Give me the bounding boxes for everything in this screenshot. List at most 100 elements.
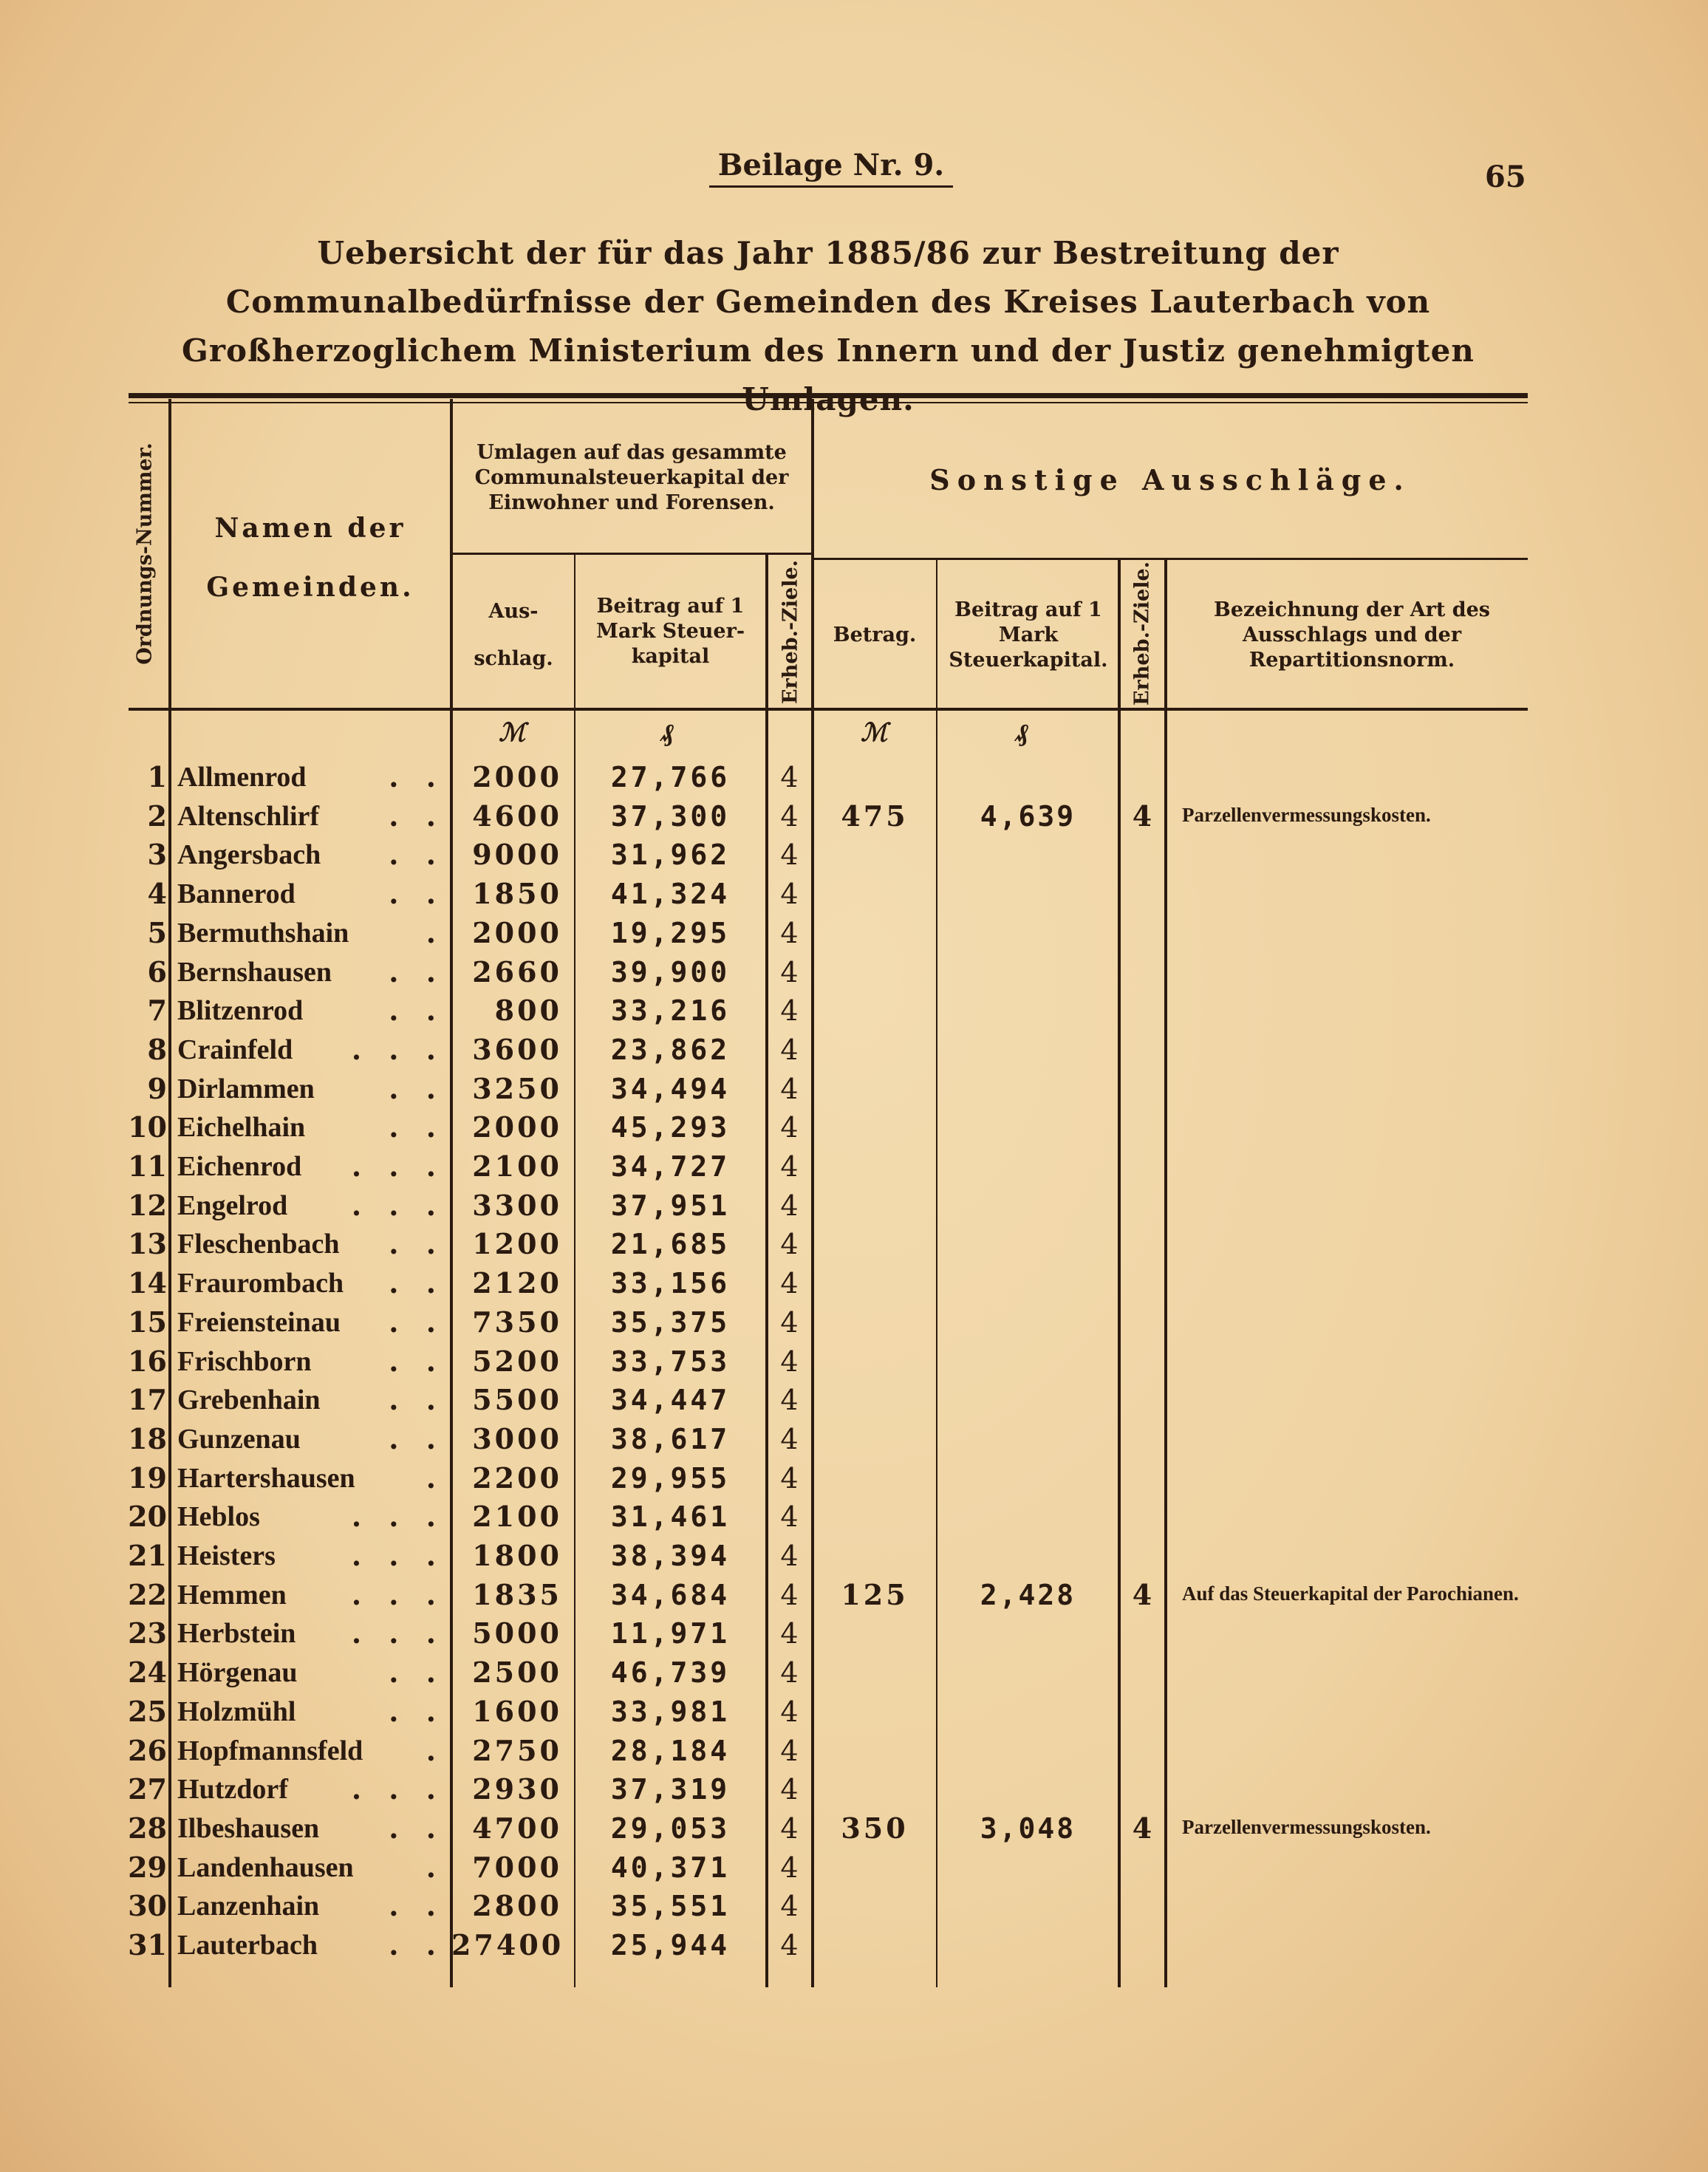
header-beitrag: Beitrag auf 1 Mark Steuer-kapital [595,595,745,668]
erheb-ziele-value: 4 [780,878,799,911]
row-number: 28 [128,1811,167,1845]
municipality-name: Dirlammen [177,1073,315,1104]
table-row: 27 Hutzdorf . . . 2930 37,319 4 [0,1770,1708,1809]
ausschlag-value: 27400 [451,1928,564,1961]
beitrag-value: 29,955 [610,1461,731,1495]
municipality-name: Hartershausen [177,1462,355,1494]
leader-dots: . . [389,1811,445,1845]
row-number: 8 [147,1032,167,1066]
table-row: 2 Altenschlirf . . 4600 37,300 4 475 4,639 4 Parz… [0,797,1708,836]
ausschlag-value: 1600 [472,1694,562,1728]
name-cell: Dirlammen . . [177,1070,445,1108]
ausschlag-value: 5500 [472,1383,562,1417]
beitrag-value: 37,319 [610,1773,731,1806]
ausschlag-value: 1835 [472,1577,562,1611]
name-cell: Lauterbach . . [177,1926,445,1964]
row-number: 10 [128,1110,167,1144]
municipality-name: Holzmühl [177,1695,296,1727]
name-cell: Eichelhain . . [177,1108,445,1147]
beitrag-value: 37,300 [610,799,731,833]
name-cell: Bannerod . . [177,875,445,913]
municipality-name: Blitzenrod [177,995,304,1027]
erheb-ziele-value: 4 [780,1695,799,1728]
table-row: 26 Hopfmannsfeld. 2750 28,184 4 [0,1732,1708,1770]
header-betrag: Betrag. [833,624,917,646]
leader-dots: . . [389,1305,445,1339]
unit-mark: ℳ [499,718,526,748]
name-cell: Fraurombach . . [177,1264,445,1302]
ausschlag-value: 5000 [472,1616,562,1650]
document-title: Uebersicht der für das Jahr 1885/86 zur … [182,235,1475,417]
beitrag-value: 34,727 [610,1150,731,1183]
erheb-ziele-value: 4 [780,1734,799,1767]
leader-dots: . [426,1733,445,1767]
name-cell: Heisters . . . [177,1537,445,1575]
leader-dots: . . [389,1266,445,1300]
table-row: 16 Frischborn . . 5200 33,753 4 [0,1342,1708,1381]
erheb-ziele-value: 4 [780,761,799,793]
row-number: 6 [147,954,167,988]
row-number: 3 [147,838,167,872]
ausschlag-value: 2500 [472,1656,562,1690]
row-number: 27 [128,1772,167,1806]
sonstige-betrag-value: 125 [841,1577,909,1611]
erheb-ziele-value: 4 [780,1384,799,1417]
municipality-name: Herbstein [177,1618,296,1650]
ausschlag-value: 7350 [472,1305,562,1339]
municipality-name: Fleschenbach [177,1229,340,1260]
table-row: 1 Allmenrod . . 2000 27,766 4 [0,758,1708,796]
appendix-heading: Beilage Nr. 9. [709,148,953,188]
header-erheb-ziele2: Erheb.-Ziele. [1130,561,1154,706]
beitrag-value: 34,447 [610,1384,731,1417]
sonstige-erheb-ziele-value: 4 [1132,799,1152,833]
ausschlag-value: 5200 [472,1344,562,1378]
beitrag-value: 35,551 [610,1890,731,1923]
municipality-name: Eichelhain [177,1112,306,1144]
row-number: 9 [147,1071,167,1105]
leader-dots: . [426,1850,445,1884]
leader-dots: . . . [351,1032,445,1066]
erheb-ziele-value: 4 [780,1267,799,1300]
leader-dots: . . . [351,1188,445,1222]
table-row: 14 Fraurombach . . 2120 33,156 4 [0,1264,1708,1302]
beitrag-value: 40,371 [610,1851,731,1884]
row-number: 25 [128,1694,167,1728]
unit-pfennig2: ₰ [1016,718,1028,748]
header-ausschlag: Aus-schlag. [474,600,553,670]
name-cell: Gunzenau . . [177,1420,445,1458]
name-cell: Holzmühl . . [177,1693,445,1731]
municipality-name: Hemmen [177,1579,287,1611]
ausschlag-value: 7000 [472,1850,562,1884]
ausschlag-value: 3000 [472,1421,562,1455]
table-row: 29 Landenhausen. 7000 40,371 4 [0,1848,1708,1887]
row-number: 22 [128,1577,167,1611]
municipality-name: Hutzdorf [177,1774,288,1806]
unit-mark2: ℳ [861,718,888,748]
municipality-name: Frischborn [177,1345,312,1377]
municipality-name: Angersbach [177,839,321,871]
leader-dots: . . [389,1071,445,1105]
col-line [168,399,171,1987]
erheb-ziele-value: 4 [780,1150,799,1183]
beitrag-value: 37,951 [610,1189,731,1222]
row-number: 16 [128,1344,167,1378]
table-row: 9 Dirlammen . . 3250 34,494 4 [0,1070,1708,1108]
sonstige-erheb-ziele-value: 4 [1132,1577,1152,1611]
municipality-name: Eichenrod [177,1151,302,1182]
header-bezeichnung: Bezeichnung der Art des Ausschlags und d… [1214,598,1490,672]
leader-dots: . . . [351,1500,445,1534]
header-umlagen-group: Umlagen auf das gesammte Communalsteuerk… [474,441,789,514]
erheb-ziele-value: 4 [780,1811,799,1845]
municipality-name: Hopfmannsfeld [177,1735,363,1766]
beitrag-value: 19,295 [610,916,731,949]
erheb-ziele-value: 4 [780,1578,799,1611]
table-row: 28 Ilbeshausen . . 4700 29,053 4 350 3,048 4 Parz… [0,1809,1708,1848]
erheb-ziele-value: 4 [780,1929,799,1961]
beitrag-value: 33,981 [610,1695,731,1728]
erheb-ziele-value: 4 [780,1033,799,1066]
table-row: 4 Bannerod . . 1850 41,324 4 [0,875,1708,913]
municipality-name: Lanzenhain [177,1891,320,1922]
leader-dots: . . . [351,1772,445,1806]
col-line [1164,558,1167,1987]
erheb-ziele-value: 4 [780,1851,799,1884]
